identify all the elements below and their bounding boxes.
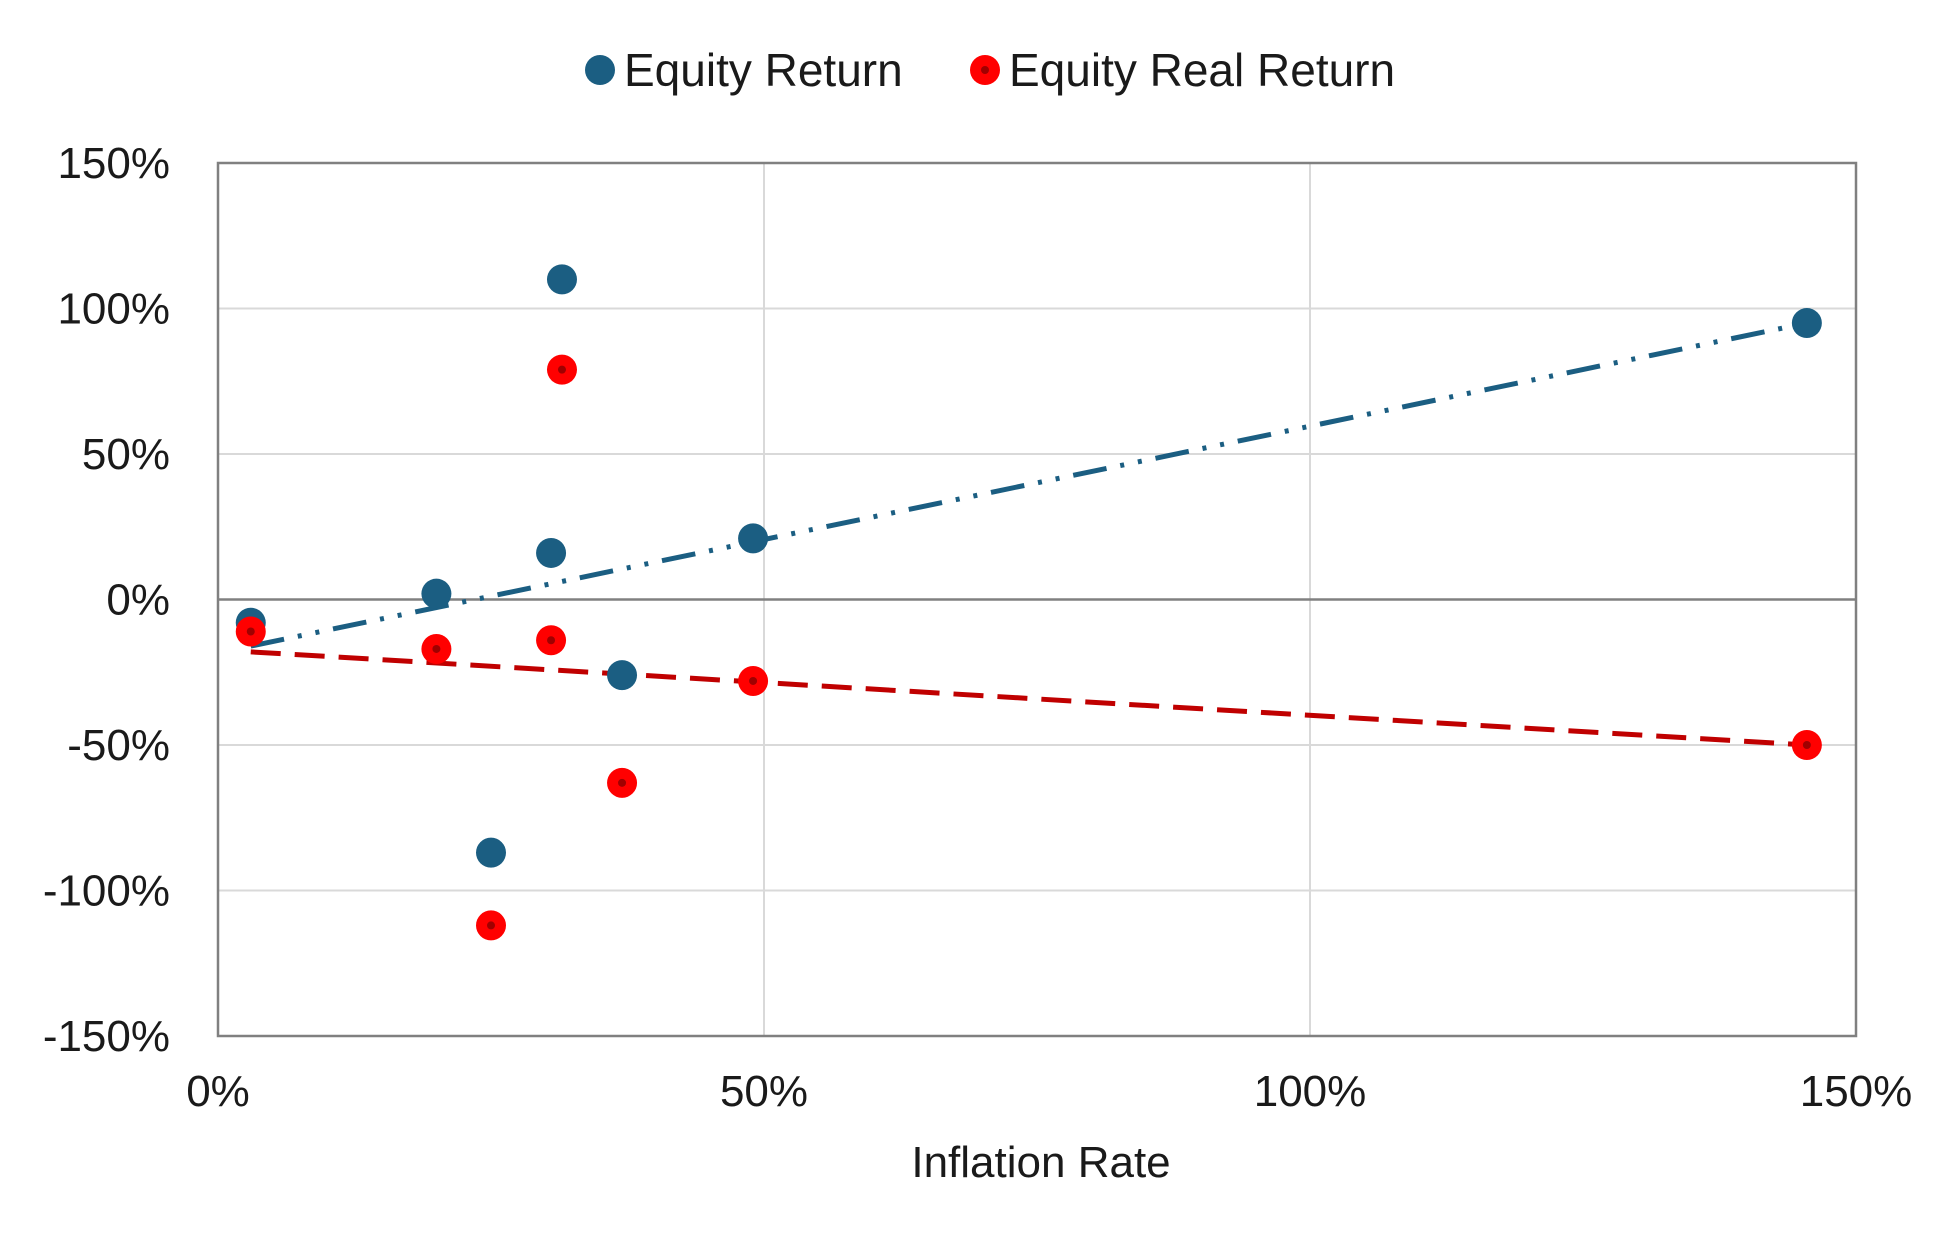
equity-real-return-point-center [1802, 741, 1811, 749]
equity-real-return-point-center [547, 636, 556, 645]
equity-return-point [546, 264, 577, 295]
trendline-equity-real-return [250, 649, 1808, 748]
y-tick-label: 100% [57, 285, 170, 334]
x-tick-label: 150% [1800, 1067, 1913, 1116]
equity-return-point [476, 837, 506, 868]
axes [216, 161, 1858, 1038]
legend-item: Equity Real Return [970, 44, 1395, 96]
equity-real-return-point-center [749, 676, 758, 685]
legend-label: Equity Real Return [1009, 44, 1395, 96]
legend: Equity Return Equity Real Return [585, 44, 1395, 96]
legend-marker [585, 55, 615, 85]
x-tick-label: 0% [186, 1067, 250, 1116]
equity-return-point [607, 660, 638, 691]
legend-label: Equity Return [624, 44, 903, 96]
y-tick-label: -100% [43, 867, 170, 916]
equity-return-point [421, 578, 452, 609]
y-tick-label: 150% [57, 139, 170, 188]
equity-real-return-point-center [246, 627, 255, 636]
equity-real-return-point-center [618, 778, 627, 787]
trendline-equity-return [250, 320, 1808, 649]
equity-return-point [1791, 308, 1822, 339]
equity-return-point [536, 537, 567, 568]
x-axis-title: Inflation Rate [911, 1138, 1170, 1187]
y-tick-label: -150% [43, 1012, 170, 1061]
y-tick-label: 50% [82, 430, 170, 479]
x-tick-label: 100% [1254, 1067, 1367, 1116]
data-points [235, 264, 1822, 941]
x-tick-label: 50% [720, 1067, 808, 1116]
equity-real-return-point-center [432, 644, 441, 653]
tick-labels: 150% 100% 50% 0% -50% -100% -150% 0% 50% 100% 150% [43, 139, 1912, 1116]
legend-item: Equity Return [585, 44, 903, 96]
y-tick-label: 0% [106, 576, 170, 625]
y-tick-label: -50% [67, 721, 170, 770]
equity-real-return-point-center [487, 921, 495, 930]
equity-return-point [738, 523, 769, 554]
trendlines [250, 320, 1808, 748]
equity-real-return-point-center [557, 365, 566, 374]
legend-marker-center [981, 66, 989, 74]
